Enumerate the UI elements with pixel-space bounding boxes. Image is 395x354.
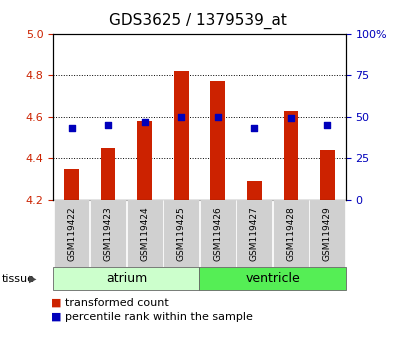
Bar [247,181,261,200]
Text: transformed count: transformed count [65,298,169,308]
Point [251,126,258,131]
Text: ▶: ▶ [29,274,36,284]
Bar [137,121,152,200]
Text: tissue: tissue [2,274,35,284]
Bar [64,169,79,200]
Bar [101,148,115,200]
Text: GDS3625 / 1379539_at: GDS3625 / 1379539_at [109,12,286,29]
Point [68,126,75,131]
Point [105,122,111,128]
Bar [284,110,298,200]
Point [141,119,148,125]
Text: GSM119426: GSM119426 [213,206,222,261]
Text: ■: ■ [51,298,62,308]
Text: GSM119422: GSM119422 [67,206,76,261]
Point [178,114,184,120]
Text: ■: ■ [51,312,62,322]
Text: percentile rank within the sample: percentile rank within the sample [65,312,253,322]
Point [214,114,221,120]
Text: GSM119425: GSM119425 [177,206,186,261]
Text: GSM119428: GSM119428 [286,206,295,261]
Text: GSM119424: GSM119424 [140,206,149,261]
Bar [320,150,335,200]
Text: atrium: atrium [106,272,147,285]
Text: ventricle: ventricle [245,272,300,285]
Text: GSM119423: GSM119423 [103,206,113,261]
Bar [174,71,188,200]
Text: GSM119427: GSM119427 [250,206,259,261]
Point [288,116,294,121]
Bar [211,81,225,200]
Text: GSM119429: GSM119429 [323,206,332,261]
Point [324,122,331,128]
